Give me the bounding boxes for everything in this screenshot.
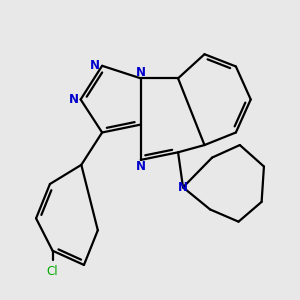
Text: N: N xyxy=(178,181,188,194)
Text: N: N xyxy=(136,160,146,173)
Text: N: N xyxy=(90,59,100,72)
Text: N: N xyxy=(136,66,146,79)
Text: Cl: Cl xyxy=(47,265,58,278)
Text: N: N xyxy=(68,93,78,106)
